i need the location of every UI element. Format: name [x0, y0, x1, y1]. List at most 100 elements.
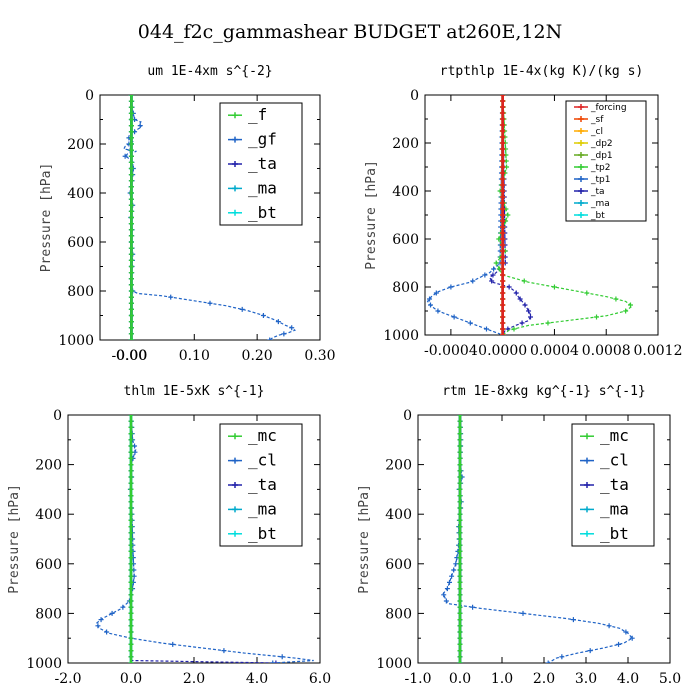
- legend-marker: [578, 176, 584, 182]
- data-point: [104, 629, 110, 635]
- data-point: [500, 104, 506, 110]
- data-point: [500, 242, 506, 248]
- data-point: [128, 524, 134, 530]
- data-point: [449, 573, 455, 579]
- x-tick-label: 5.0: [659, 671, 681, 687]
- y-tick-label: 0: [410, 88, 419, 104]
- data-point: [128, 561, 134, 567]
- data-point: [128, 598, 134, 604]
- data-point: [128, 536, 134, 542]
- data-point: [500, 110, 506, 116]
- data-point: [128, 159, 134, 165]
- data-point: [98, 617, 104, 623]
- legend-marker: [578, 164, 584, 170]
- data-point: [457, 437, 463, 443]
- legend-marker: [232, 112, 238, 119]
- data-point: [457, 641, 463, 647]
- data-point: [128, 172, 134, 178]
- data-point: [128, 629, 134, 635]
- data-point: [457, 586, 463, 592]
- data-point: [95, 623, 101, 629]
- y-tick-label: 800: [67, 284, 94, 300]
- legend-label: _ta: [248, 475, 277, 494]
- x-tick-label: 2.0: [183, 671, 205, 687]
- series-group: [95, 415, 314, 663]
- data-point: [457, 579, 463, 585]
- data-point: [128, 431, 134, 437]
- legend-marker: [232, 185, 238, 192]
- data-point: [128, 604, 134, 610]
- data-point: [500, 326, 506, 332]
- data-point: [128, 288, 134, 294]
- data-point: [128, 660, 134, 663]
- data-point: [457, 455, 463, 461]
- legend-label: _forcing: [590, 103, 627, 113]
- data-point: [457, 486, 463, 492]
- data-point: [500, 98, 506, 104]
- data-point: [260, 313, 266, 318]
- y-tick-label: 400: [392, 184, 419, 200]
- y-tick-label: 0: [53, 408, 62, 424]
- data-point: [457, 610, 463, 616]
- data-point: [489, 278, 495, 284]
- data-point: [457, 517, 463, 523]
- data-point: [457, 623, 463, 629]
- data-point: [128, 641, 134, 647]
- series-markers-ta: [489, 95, 533, 335]
- y-tick-label: 1000: [383, 328, 419, 344]
- data-point: [128, 462, 134, 468]
- data-point: [451, 314, 457, 320]
- y-tick-label: 200: [392, 136, 419, 152]
- data-point: [559, 654, 565, 660]
- data-point: [128, 153, 134, 159]
- data-point: [500, 254, 506, 260]
- data-point: [170, 641, 176, 647]
- data-point: [457, 505, 463, 511]
- data-point: [527, 314, 533, 320]
- data-point: [517, 296, 523, 302]
- legend-label: _gf: [248, 130, 277, 149]
- data-point: [500, 140, 506, 146]
- data-point: [587, 648, 593, 654]
- data-point: [128, 499, 134, 505]
- y-tick-label: 600: [392, 232, 419, 248]
- data-point: [128, 95, 134, 98]
- data-point: [457, 617, 463, 623]
- data-point: [629, 635, 635, 641]
- data-point: [128, 208, 134, 214]
- data-point: [128, 337, 134, 340]
- legend-marker: [232, 506, 238, 513]
- data-point: [500, 182, 506, 188]
- data-point: [267, 337, 273, 340]
- data-point: [500, 236, 506, 242]
- data-point: [128, 227, 134, 233]
- data-point: [128, 98, 134, 104]
- data-point: [128, 215, 134, 220]
- legend: _mc _cl _ta _ma _bt: [571, 423, 655, 547]
- legend-label: _cl: [600, 451, 629, 470]
- data-point: [457, 598, 463, 604]
- x-tick-label: -0.00: [111, 348, 147, 364]
- data-point: [457, 567, 463, 573]
- data-point: [457, 499, 463, 505]
- data-point: [457, 493, 463, 499]
- series-markers-f: [128, 95, 134, 340]
- data-point: [457, 511, 463, 517]
- figure-title: 044_f2c_gammashear BUDGET at260E,12N: [138, 21, 562, 43]
- x-tick-label: -1.0: [405, 671, 432, 687]
- data-point: [500, 152, 506, 158]
- legend-marker: [232, 482, 238, 488]
- legend-label: _tp2: [590, 163, 610, 173]
- data-point: [128, 573, 134, 579]
- legend-label: _ma: [600, 499, 629, 518]
- legend-label: _dp1: [590, 151, 613, 161]
- data-point: [122, 153, 128, 159]
- data-point: [457, 654, 463, 660]
- y-axis-label: Pressure [hPa]: [364, 160, 379, 270]
- x-tick-label: 0.10: [179, 348, 210, 364]
- data-point: [500, 290, 506, 296]
- data-point: [120, 604, 126, 610]
- data-point: [500, 278, 506, 284]
- data-point: [623, 308, 629, 314]
- data-point: [500, 158, 506, 164]
